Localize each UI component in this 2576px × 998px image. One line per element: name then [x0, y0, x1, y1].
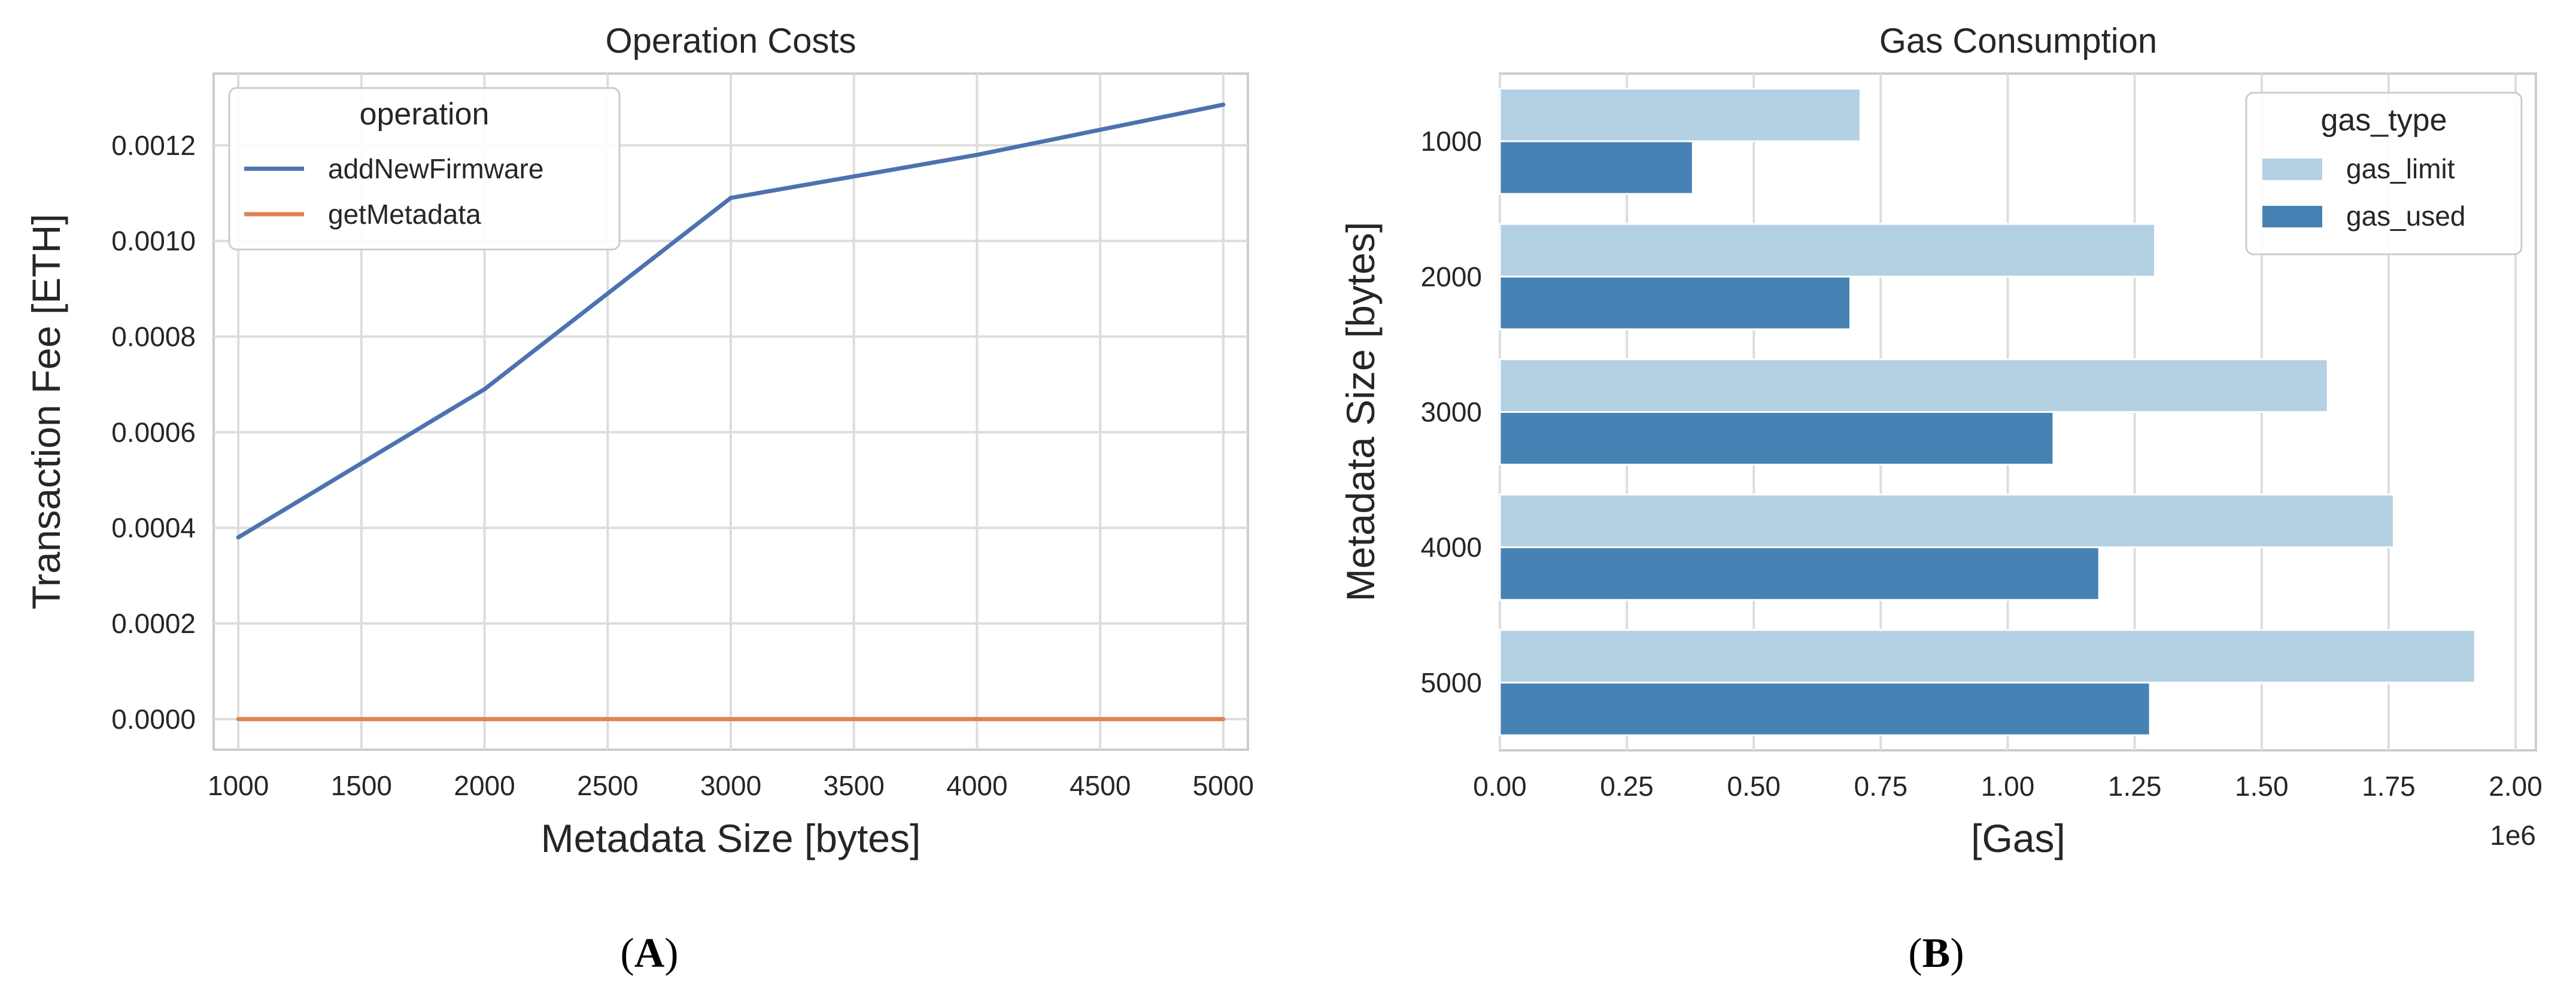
data-point-getMetadata: [236, 717, 241, 722]
chart-gas-consumption: 0.00 0.25 0.50 0.75 1.00 1.25 1.50 1.75 2.00 100…: [1338, 22, 2542, 860]
legend-label-addNewFirmware: addNewFirmware: [328, 153, 543, 184]
legend-swatch-gas-used: [2262, 206, 2322, 227]
data-point-addNewFirmware: [728, 196, 733, 200]
panel-label-a: (A): [620, 930, 678, 976]
series-lines: [236, 102, 1226, 722]
data-point-addNewFirmware: [974, 153, 979, 157]
y-tick-label: 2000: [1421, 261, 1482, 292]
bar-gas-limit: [1499, 358, 2329, 413]
legend: operation addNewFirmware getMetadata: [228, 87, 621, 251]
data-point-getMetadata: [1221, 717, 1226, 722]
y-tick-label: 0.0006: [111, 416, 196, 448]
data-point-getMetadata: [974, 717, 979, 722]
x-tick-label: 3500: [824, 770, 885, 801]
bar-gas-used: [1499, 140, 1694, 195]
legend: gas_type gas_limit gas_used: [2245, 92, 2523, 255]
y-tick-label: 0.0008: [111, 321, 196, 352]
x-tick-label: 4000: [946, 770, 1007, 801]
y-axis-label: Transaction Fee [ETH]: [24, 214, 68, 609]
x-axis-label: [Gas]: [1971, 816, 2065, 860]
y-tick-label: 5000: [1421, 667, 1482, 698]
data-point-addNewFirmware: [236, 535, 241, 540]
y-tick-labels: 1000 2000 3000 4000 5000: [1421, 126, 1482, 698]
x-tick-label: 1.00: [1981, 771, 2035, 802]
legend-label-gas-limit: gas_limit: [2346, 153, 2455, 184]
chart-title: Operation Costs: [605, 22, 856, 60]
panel-label-b: (B): [1908, 930, 1964, 976]
x-tick-label: 3000: [700, 770, 761, 801]
x-tick-label: 0.50: [1727, 771, 1781, 802]
y-tick-label: 0.0012: [111, 130, 196, 161]
data-point-getMetadata: [482, 717, 487, 722]
chart-title: Gas Consumption: [1879, 22, 2157, 60]
x-tick-labels: 1000 1500 2000 2500 3000 3500 4000 4500 5000: [208, 770, 1254, 801]
x-tick-label: 0.25: [1600, 771, 1654, 802]
legend-swatch-gas-limit: [2262, 159, 2322, 180]
bar-gas-used: [1499, 546, 2100, 601]
y-tick-label: 0.0002: [111, 608, 196, 639]
bar-gas-limit: [1499, 87, 1861, 142]
bar-gas-used: [1499, 681, 2151, 737]
x-tick-label: 1500: [331, 770, 392, 801]
x-axis-label: Metadata Size [bytes]: [541, 816, 921, 860]
data-point-addNewFirmware: [482, 387, 487, 391]
chart-operation-costs: 1000 1500 2000 2500 3000 3500 4000 4500 5000 0.0…: [24, 22, 1254, 860]
bar-gas-used: [1499, 275, 1851, 330]
legend-box: [228, 87, 621, 251]
legend-label-getMetadata: getMetadata: [328, 199, 481, 230]
y-tick-label: 1000: [1421, 126, 1482, 157]
x-tick-label: 0.75: [1854, 771, 1908, 802]
y-tick-label: 0.0000: [111, 704, 196, 735]
y-axis-label: Metadata Size [bytes]: [1338, 222, 1383, 602]
data-point-addNewFirmware: [1221, 102, 1226, 107]
legend-title: gas_type: [2320, 103, 2447, 138]
bar-gas-used: [1499, 411, 2055, 465]
x-tick-labels: 0.00 0.25 0.50 0.75 1.00 1.25 1.50 1.75 2.00: [1473, 771, 2542, 802]
y-tick-label: 3000: [1421, 397, 1482, 428]
x-tick-label: 2000: [454, 770, 515, 801]
y-tick-labels: 0.0000 0.0002 0.0004 0.0006 0.0008 0.0010 0.00…: [111, 130, 196, 735]
x-tick-label: 2500: [577, 770, 638, 801]
x-tick-label: 1.50: [2235, 771, 2289, 802]
legend-label-gas-used: gas_used: [2346, 200, 2466, 232]
x-tick-label: 4500: [1070, 770, 1131, 801]
x-tick-label: 1.25: [2108, 771, 2162, 802]
bar-gas-limit: [1499, 494, 2395, 549]
y-tick-label: 0.0004: [111, 512, 196, 543]
y-tick-label: 4000: [1421, 532, 1482, 563]
x-tick-label: 0.00: [1473, 771, 1527, 802]
x-tick-label: 1000: [208, 770, 269, 801]
legend-title: operation: [360, 97, 490, 132]
bar-gas-limit: [1499, 629, 2476, 684]
bars: [1499, 87, 2476, 737]
x-tick-label: 1.75: [2362, 771, 2416, 802]
x-tick-label: 2.00: [2489, 771, 2542, 802]
x-axis-offset-text: 1e6: [2490, 820, 2536, 851]
x-tick-label: 5000: [1193, 770, 1254, 801]
bar-gas-limit: [1499, 223, 2156, 278]
data-point-getMetadata: [728, 717, 733, 722]
y-tick-label: 0.0010: [111, 226, 196, 257]
